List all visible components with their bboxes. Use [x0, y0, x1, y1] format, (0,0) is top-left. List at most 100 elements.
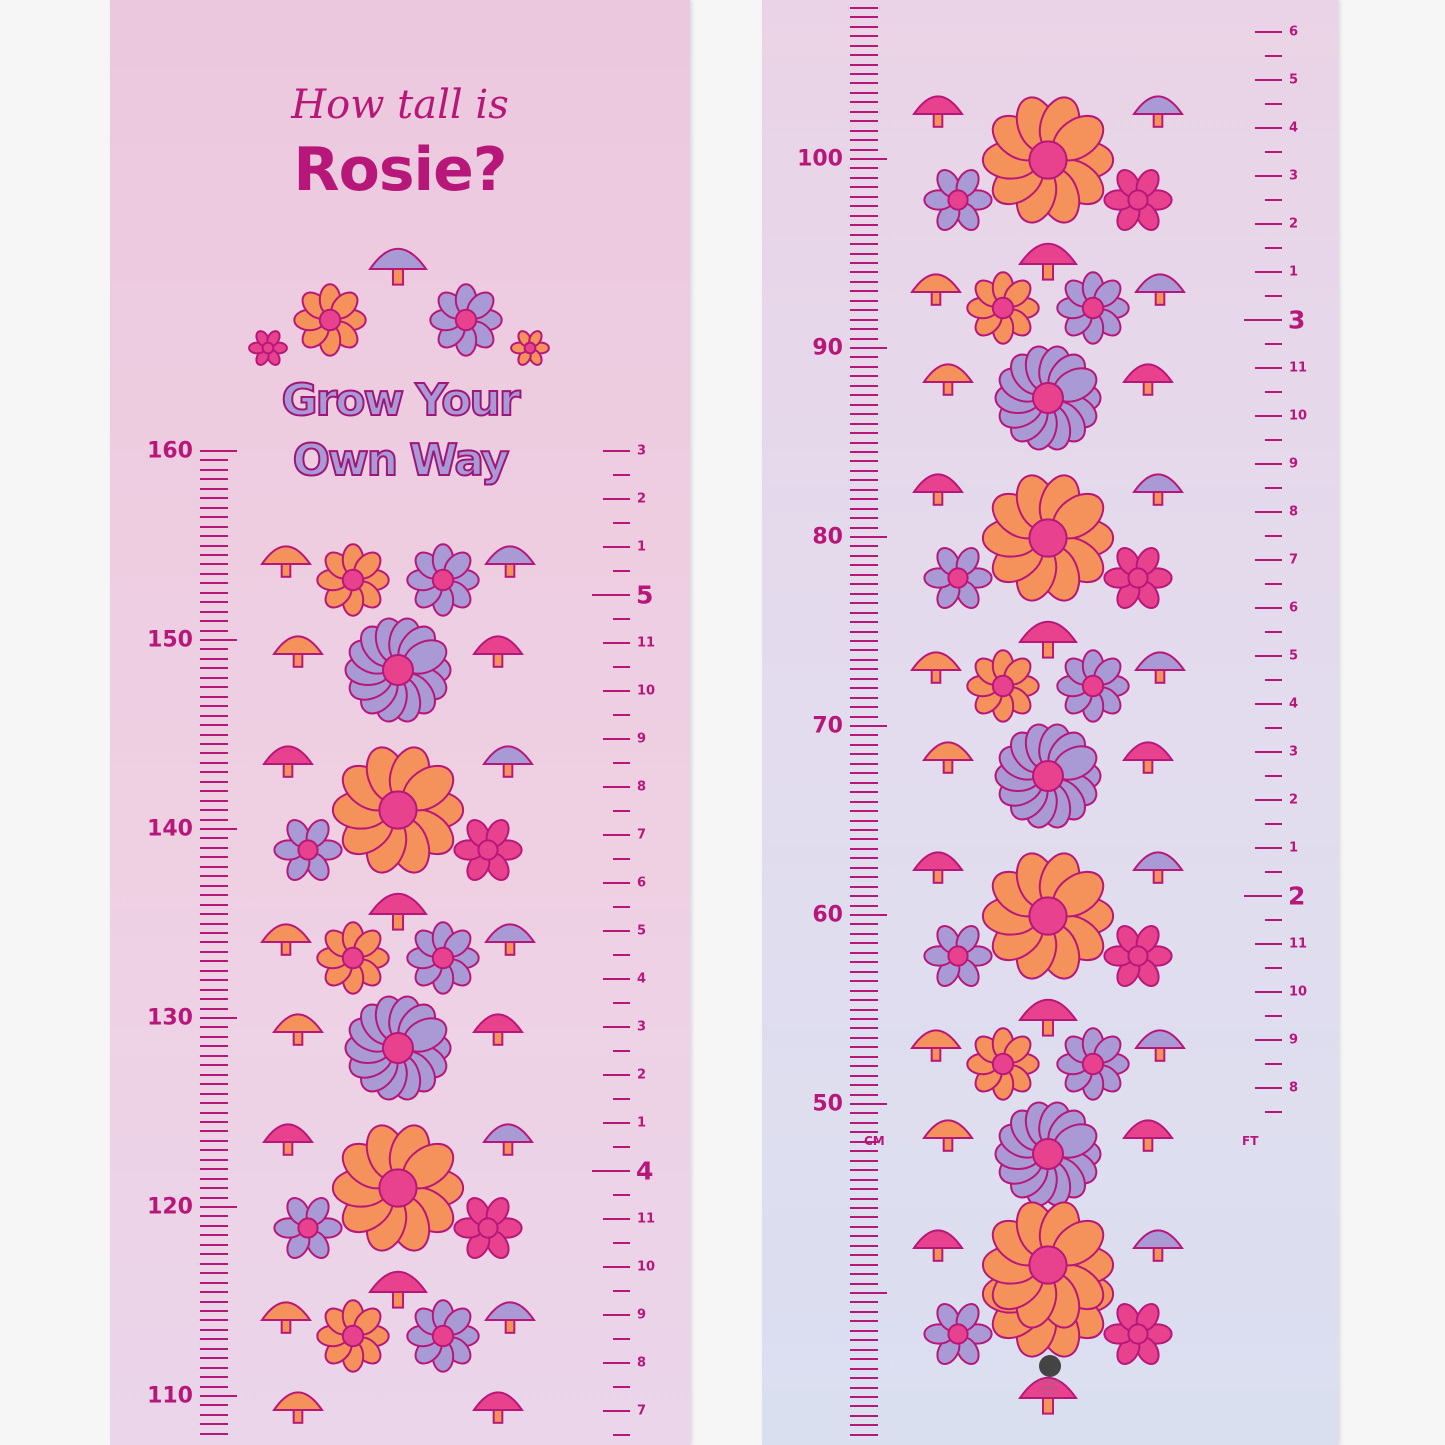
cm-tick	[200, 591, 228, 594]
inch-label: 9	[1289, 1032, 1299, 1048]
cm-tick	[200, 535, 228, 538]
mushroom-icon	[472, 1391, 524, 1424]
cm-major-tick	[200, 639, 237, 641]
cm-tick	[200, 1083, 228, 1086]
half-inch-tick	[1265, 1111, 1282, 1113]
cm-tick	[850, 932, 878, 935]
cm-tick	[200, 705, 228, 708]
cm-tick	[850, 630, 878, 633]
cm-tick	[200, 497, 228, 500]
cm-tick	[200, 1177, 228, 1180]
cm-tick	[850, 129, 878, 132]
logo-icon	[1039, 1355, 1061, 1377]
cm-tick	[200, 1026, 228, 1029]
cm-tick	[850, 696, 878, 699]
half-inch-tick	[613, 1050, 630, 1052]
cm-tick	[850, 422, 878, 425]
cm-tick	[200, 676, 228, 679]
cm-major-tick	[850, 914, 887, 916]
cm-tick	[200, 922, 228, 925]
flower-icon	[1103, 1303, 1173, 1365]
cm-tick	[850, 1395, 878, 1398]
cm-tick	[200, 960, 228, 963]
cm-tick	[200, 686, 228, 689]
cm-tick	[200, 601, 228, 604]
mushroom-icon	[368, 892, 428, 931]
mushroom-icon	[1018, 242, 1078, 281]
cm-tick	[850, 1121, 878, 1124]
cm-tick	[850, 734, 878, 737]
title-question: How tall is	[291, 82, 509, 128]
cm-tick	[200, 1073, 228, 1076]
cm-tick	[200, 487, 228, 490]
inch-tick	[1255, 703, 1282, 705]
cm-tick	[850, 1188, 878, 1191]
inch-tick	[603, 834, 630, 836]
cm-tick	[200, 1035, 228, 1038]
cm-tick	[850, 243, 878, 246]
inch-label: 10	[1289, 984, 1308, 1000]
cm-tick	[850, 800, 878, 803]
cm-tick	[850, 186, 878, 189]
inch-label: 2	[637, 1067, 647, 1083]
foot-tick	[1244, 319, 1282, 321]
inch-label: 1	[1289, 840, 1299, 856]
cm-tick	[200, 695, 228, 698]
cm-tick	[850, 1159, 878, 1162]
flower-icon	[923, 169, 993, 231]
logo-subtext: LONDON	[1040, 1392, 1060, 1396]
cm-tick	[850, 375, 878, 378]
cm-tick	[850, 1273, 878, 1276]
cm-tick	[200, 1234, 228, 1237]
inch-tick	[1255, 799, 1282, 801]
cm-tick	[200, 979, 228, 982]
flower-icon	[273, 819, 343, 881]
cm-tick	[850, 602, 878, 605]
foot-label: 2	[1288, 881, 1306, 911]
cm-tick	[850, 469, 878, 472]
cm-tick	[850, 1055, 878, 1058]
inch-tick	[603, 1122, 630, 1124]
slogan-line-2: Own Way	[292, 434, 511, 487]
inch-tick	[603, 930, 630, 932]
cm-tick	[850, 668, 878, 671]
foot-label: 5	[636, 580, 654, 610]
cm-major-tick	[850, 347, 887, 349]
cm-tick	[200, 1007, 228, 1010]
inch-tick	[1255, 127, 1282, 129]
cm-tick	[200, 1215, 228, 1218]
inch-label: 8	[1289, 1080, 1299, 1096]
cm-tick	[850, 573, 878, 576]
mushroom-icon	[1018, 998, 1078, 1037]
cm-tick	[200, 1243, 228, 1246]
cm-label: 140	[147, 816, 193, 842]
cm-tick	[850, 961, 878, 964]
cm-label: 160	[147, 438, 193, 464]
cm-tick	[200, 1253, 228, 1256]
cm-tick	[200, 572, 228, 575]
cm-tick	[850, 1027, 878, 1030]
mushroom-icon	[262, 745, 314, 778]
flower-icon	[316, 1299, 390, 1373]
cm-tick	[200, 1139, 228, 1142]
inch-tick	[1255, 943, 1282, 945]
cm-tick	[850, 110, 878, 113]
cm-tick	[850, 1367, 878, 1370]
cm-tick	[200, 1404, 228, 1407]
cm-tick	[200, 752, 228, 755]
mushroom-icon	[1122, 363, 1174, 396]
half-inch-tick	[1265, 343, 1282, 345]
inch-label: 5	[637, 923, 647, 939]
cm-tick	[200, 1111, 228, 1114]
cm-tick	[200, 1338, 228, 1341]
cm-tick	[850, 791, 878, 794]
inch-tick	[1255, 559, 1282, 561]
cm-tick	[850, 394, 878, 397]
cm-tick	[200, 506, 228, 509]
cm-tick	[850, 554, 878, 557]
cm-tick	[200, 837, 228, 840]
cm-tick	[850, 441, 878, 444]
mushroom-icon	[262, 1123, 314, 1156]
half-inch-tick	[1265, 535, 1282, 537]
cm-tick	[200, 714, 228, 717]
